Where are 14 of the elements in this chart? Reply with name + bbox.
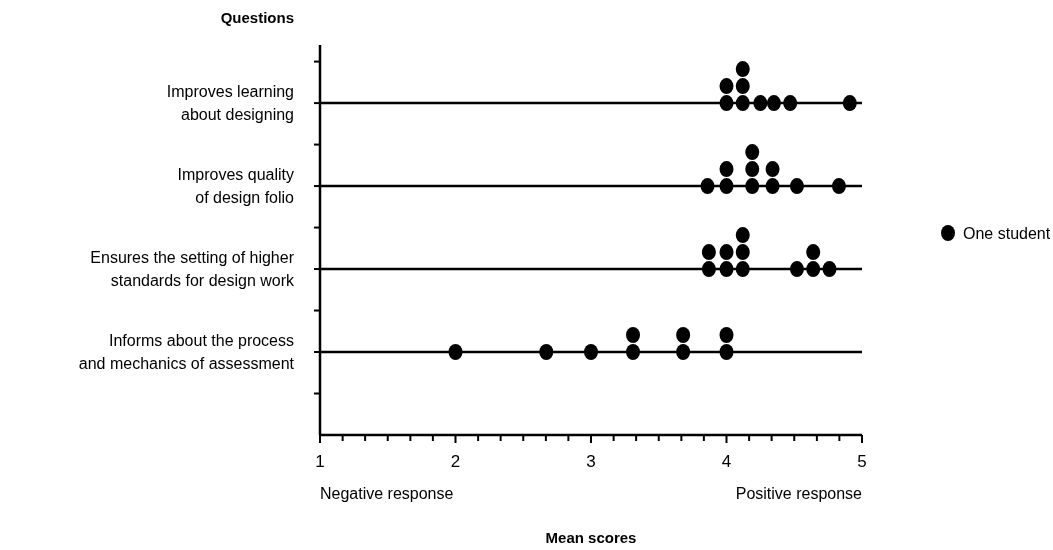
text: Positive response: [735, 485, 863, 502]
y-tick-label: Improves quality of design folio: [177, 165, 295, 206]
y-tick-label: Ensures the setting of higher standards for design work: [90, 248, 295, 289]
y-tick-label: Improves learning about designing: [166, 82, 294, 123]
x-tick-label: 4: [721, 452, 732, 471]
text: Negative response: [320, 485, 454, 502]
y-tick-label: Informs about the process and mechanics of assessment: [78, 331, 295, 372]
x-tick-label: 2: [450, 452, 461, 471]
x-tick-label: 5: [857, 452, 867, 471]
x-tick-label: 1: [315, 452, 325, 471]
y-axis-title: Questions: [220, 9, 294, 26]
x-axis-title: Mean scores: [545, 529, 637, 546]
legend-label: One student: [963, 225, 1051, 242]
x-tick-label: 3: [586, 452, 596, 471]
